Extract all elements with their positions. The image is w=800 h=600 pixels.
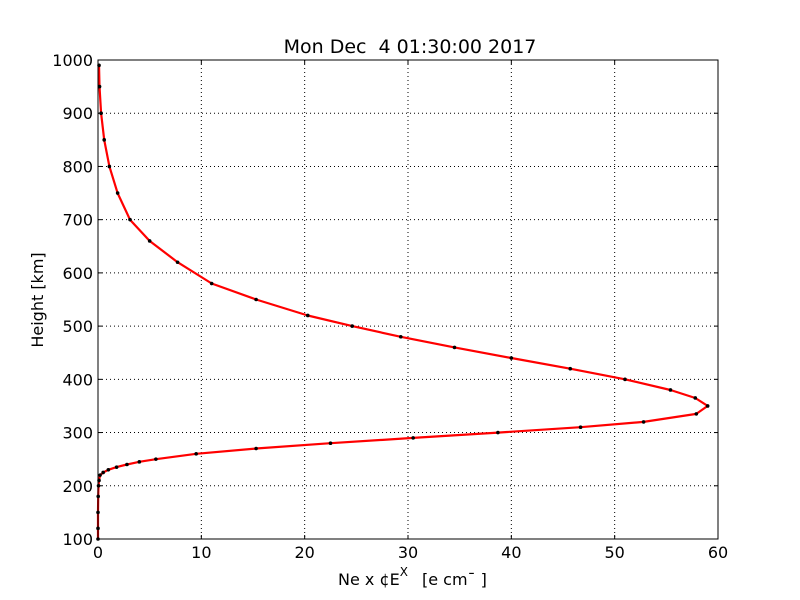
data-point: [623, 377, 627, 382]
data-point: [106, 468, 111, 472]
data-point: [578, 425, 583, 430]
data-point: [194, 452, 198, 456]
x-axis-label-superscript: X: [400, 565, 408, 579]
y-tick-label: 1000: [52, 51, 93, 70]
data-point: [328, 441, 333, 446]
data-point: [137, 460, 142, 464]
x-tick-label: 30: [398, 543, 418, 562]
data-point: [154, 457, 158, 461]
data-point: [101, 470, 105, 475]
data-point: [98, 473, 102, 477]
y-tick-label: 900: [62, 104, 93, 123]
x-axis-label-units: [e cm¯ ]: [422, 570, 487, 589]
data-point: [99, 111, 103, 116]
data-point: [350, 324, 355, 328]
x-tick-label: 10: [191, 543, 211, 562]
x-tick-label: 40: [501, 543, 521, 562]
data-point: [97, 84, 102, 89]
data-point: [693, 396, 698, 400]
x-tick-label: 20: [294, 543, 314, 562]
x-axis-label: Ne x ¢EX [e cm¯ ]: [338, 565, 487, 589]
data-point: [209, 281, 214, 286]
y-tick-label: 400: [62, 370, 93, 389]
data-point: [175, 260, 180, 265]
data-point: [254, 446, 258, 451]
data-point: [96, 483, 101, 488]
x-tick-label: 50: [604, 543, 624, 562]
grid: [98, 60, 718, 539]
chart-title: Mon Dec 4 01:30:00 2017: [284, 36, 537, 58]
data-point: [147, 239, 152, 243]
data-point: [114, 465, 119, 469]
x-tick-label: 60: [708, 543, 728, 562]
data-point: [452, 345, 457, 350]
x-axis-label-main: Ne x ¢E: [338, 570, 400, 589]
data-point: [705, 404, 710, 408]
data-point: [102, 138, 106, 142]
data-point: [509, 356, 514, 360]
data-point: [305, 313, 310, 318]
plot-frame: [97, 59, 719, 540]
x-tick-label: 0: [93, 543, 103, 562]
data-point: [496, 430, 500, 435]
data-point: [694, 412, 699, 416]
y-axis-label: Height [km]: [28, 252, 47, 347]
y-tick-label: 700: [62, 211, 93, 230]
x-tick-labels: 0 10 20 30 40 50 60: [93, 543, 728, 562]
data-point: [398, 334, 403, 339]
data-point: [641, 420, 646, 424]
y-tick-label: 500: [62, 317, 93, 336]
data-point: [125, 462, 129, 467]
data-point: [411, 436, 415, 440]
y-tick-label: 300: [62, 424, 93, 443]
y-tick-label: 600: [62, 264, 93, 283]
y-tick-label: 800: [62, 157, 93, 176]
data-point: [668, 388, 673, 392]
data-point: [128, 217, 132, 222]
data-point: [107, 164, 112, 169]
y-tick-label: 100: [62, 530, 93, 549]
y-tick-labels: 100 200 300 400 500 600 700 800 900 1000: [52, 51, 93, 549]
y-tick-label: 200: [62, 477, 93, 496]
data-point: [568, 366, 573, 371]
data-point: [254, 297, 258, 302]
data-point: [115, 191, 120, 195]
